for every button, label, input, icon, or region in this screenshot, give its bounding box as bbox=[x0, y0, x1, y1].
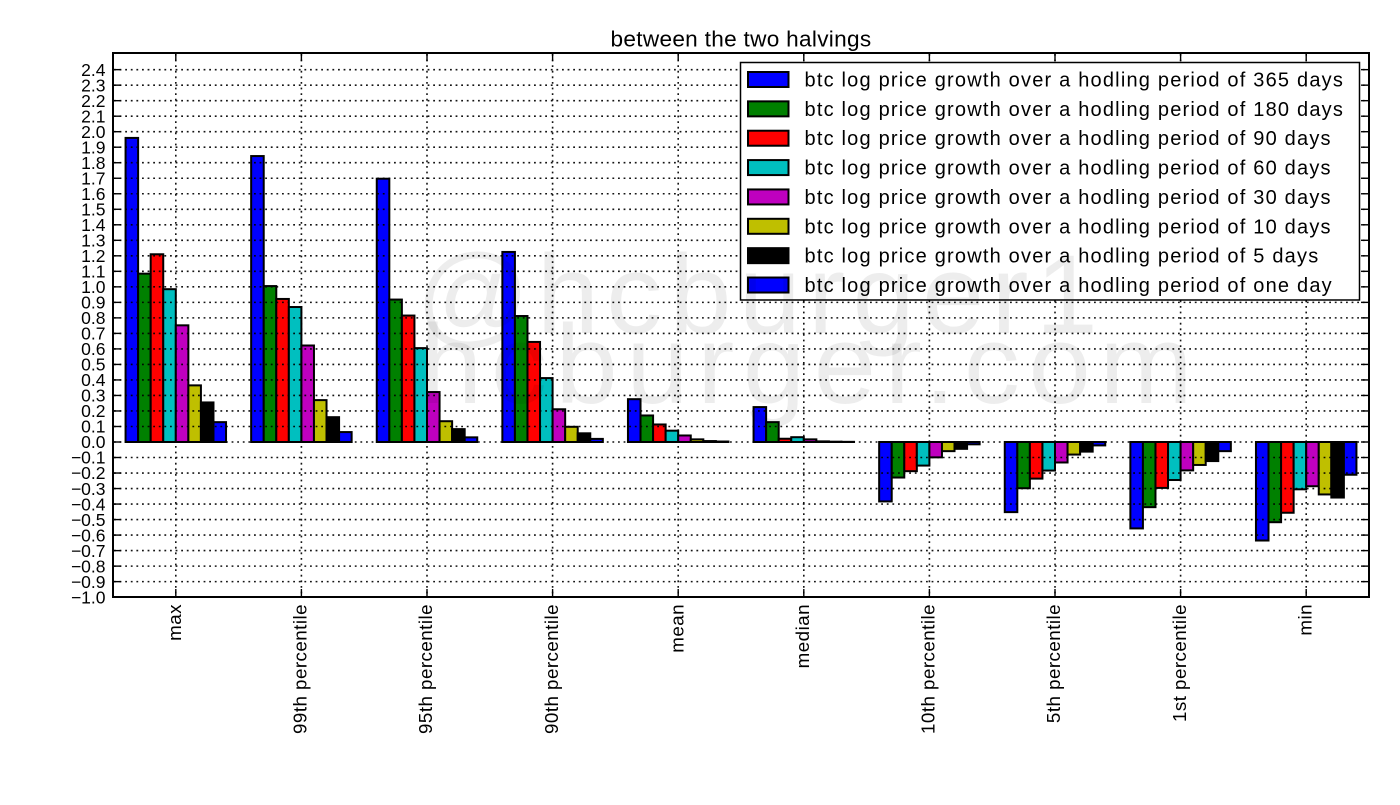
svg-text:btc log price growth over a ho: btc log price growth over a hodling peri… bbox=[805, 158, 1332, 180]
svg-text:btc log price growth over a ho: btc log price growth over a hodling peri… bbox=[805, 187, 1332, 209]
svg-text:median: median bbox=[792, 604, 813, 668]
svg-text:1st percentile: 1st percentile bbox=[1169, 604, 1190, 722]
svg-text:90th percentile: 90th percentile bbox=[541, 604, 562, 734]
svg-text:mean: mean bbox=[666, 604, 687, 653]
svg-text:hcburger.com: hcburger.com bbox=[420, 302, 1201, 427]
svg-text:5th percentile: 5th percentile bbox=[1043, 604, 1064, 723]
svg-text:min: min bbox=[1294, 604, 1315, 636]
svg-text:btc log price growth over a ho: btc log price growth over a hodling peri… bbox=[805, 99, 1345, 121]
svg-text:99th percentile: 99th percentile bbox=[290, 604, 311, 734]
svg-text:2.4: 2.4 bbox=[81, 60, 106, 80]
svg-text:max: max bbox=[164, 604, 185, 641]
svg-text:10th percentile: 10th percentile bbox=[918, 604, 939, 734]
svg-text:between the two halvings: between the two halvings bbox=[611, 27, 872, 52]
svg-text:btc log price growth over a ho: btc log price growth over a hodling peri… bbox=[805, 128, 1332, 150]
svg-text:btc log price growth over a ho: btc log price growth over a hodling peri… bbox=[805, 70, 1345, 92]
svg-text:95th percentile: 95th percentile bbox=[415, 604, 436, 734]
